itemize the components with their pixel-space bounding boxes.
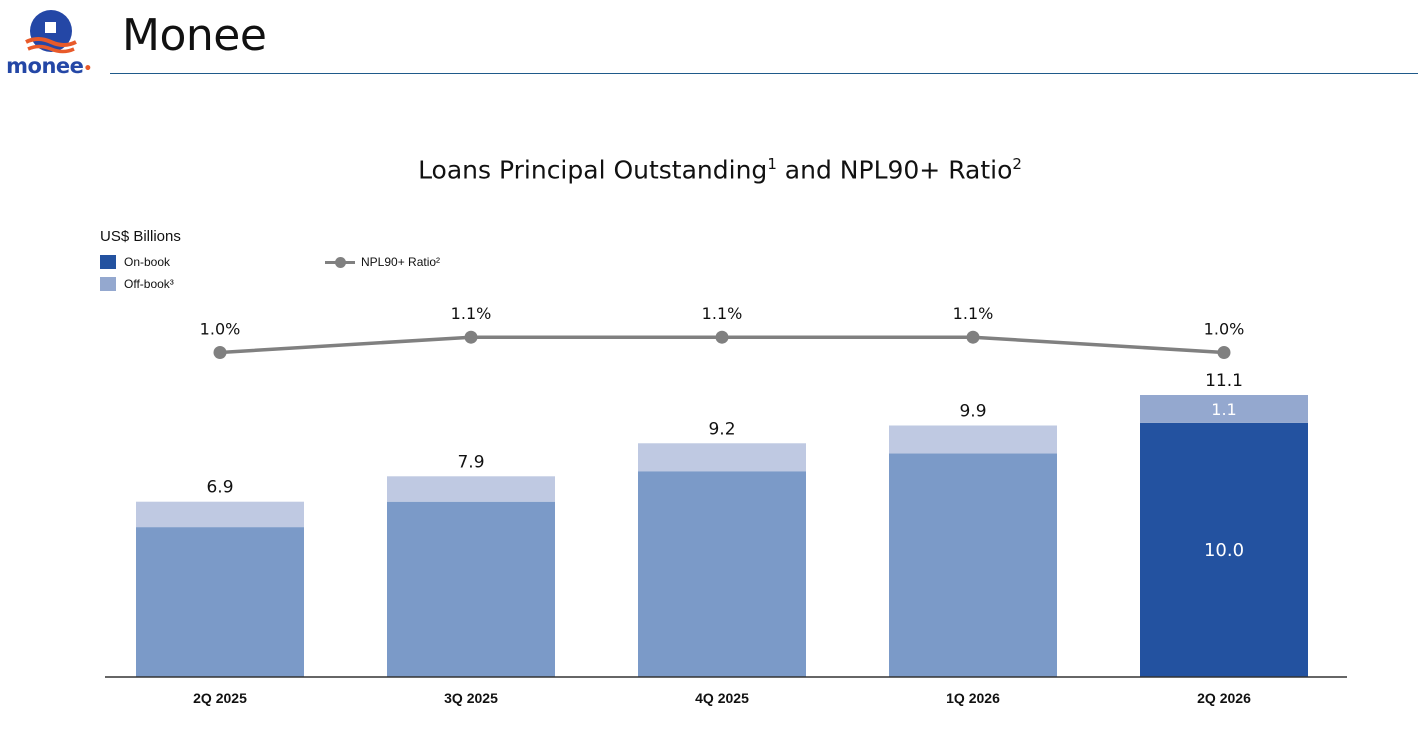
npl-ratio-label-0: 1.0% [200, 320, 241, 339]
bar-total-label-3: 9.9 [959, 401, 986, 421]
unit-label: US$ Billions [100, 228, 181, 245]
npl-ratio-point-3 [966, 330, 980, 344]
npl-ratio-label-1: 1.1% [451, 304, 492, 323]
bar-on-book-4 [1140, 422, 1308, 677]
legend-on-book: On-book [100, 255, 170, 269]
logo-square [45, 22, 56, 33]
off-book-value-label-4: 1.1 [1211, 400, 1236, 419]
monee-logo [25, 10, 77, 54]
bar-off-book-2 [638, 443, 806, 472]
bar-off-book-0 [136, 501, 304, 528]
bar-off-book-3 [889, 425, 1057, 454]
x-axis-tick-label-3: 1Q 2026 [946, 690, 1000, 706]
x-axis-tick-label-0: 2Q 2025 [193, 690, 247, 706]
npl-ratio-point-2 [715, 330, 729, 344]
npl-ratio-label-3: 1.1% [953, 304, 994, 323]
bar-total-label-4: 11.1 [1205, 371, 1243, 391]
legend-on-book-label: On-book [124, 255, 171, 269]
legend-npl-line-marker [325, 255, 355, 269]
legend-npl-ratio: NPL90+ Ratio² [325, 255, 440, 269]
chart-title: Loans Principal Outstanding1 and NPL90+ … [418, 155, 1022, 185]
page-title: Monee [122, 10, 267, 61]
logo-wave-2 [27, 44, 75, 54]
npl-ratio-point-0 [213, 346, 227, 359]
bar-on-book-1 [387, 501, 555, 677]
x-axis-tick-label-2: 4Q 2025 [695, 690, 749, 706]
x-axis-tick-label-4: 2Q 2026 [1197, 690, 1251, 706]
npl-ratio-label-2: 1.1% [702, 304, 743, 323]
bar-off-book-1 [387, 476, 555, 502]
bar-on-book-2 [638, 471, 806, 677]
legend-off-book-swatch [100, 277, 116, 291]
x-axis-tick-label-1: 3Q 2025 [444, 690, 498, 706]
npl-ratio-point-1 [464, 330, 478, 344]
bar-total-label-1: 7.9 [457, 452, 484, 472]
logo-wave-1 [25, 37, 77, 47]
bar-on-book-3 [889, 453, 1057, 677]
npl-ratio-label-4: 1.0% [1204, 320, 1245, 339]
legend-on-book-swatch [100, 255, 116, 269]
header-divider [110, 73, 1418, 74]
bar-on-book-0 [136, 527, 304, 677]
logo-wordmark: monee• [6, 54, 92, 78]
bar-off-book-4 [1140, 395, 1308, 423]
legend-off-book: Off-book³ [100, 277, 174, 291]
bar-total-label-2: 9.2 [708, 419, 735, 439]
on-book-value-label-4: 10.0 [1204, 540, 1244, 561]
legend-npl-label: NPL90+ Ratio² [361, 255, 441, 269]
legend-off-book-label: Off-book³ [124, 277, 174, 291]
bar-total-label-0: 6.9 [206, 478, 233, 498]
npl-ratio-point-4 [1217, 346, 1231, 359]
